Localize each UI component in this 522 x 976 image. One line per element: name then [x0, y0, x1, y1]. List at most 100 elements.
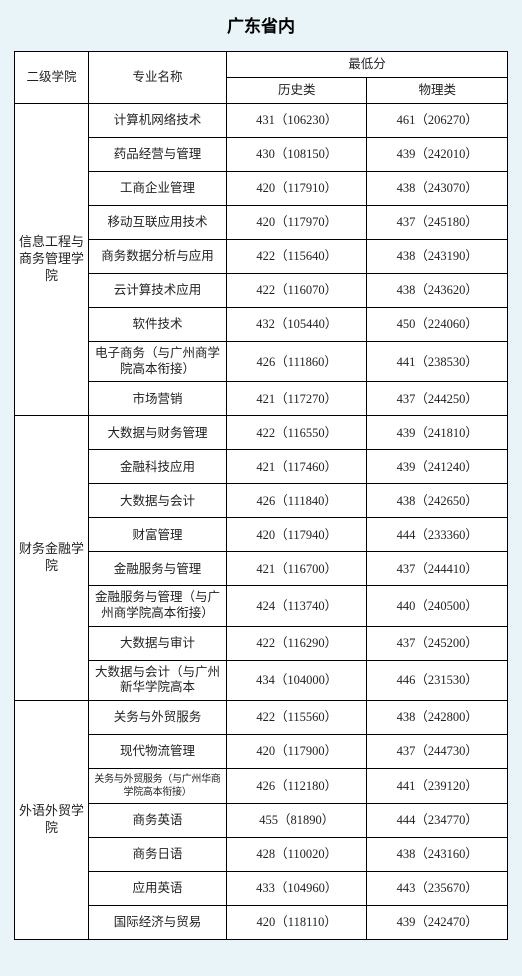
physics-score: 439（242010）	[367, 138, 508, 172]
dept-cell: 财务金融学院	[15, 416, 89, 701]
physics-score: 437（244410）	[367, 552, 508, 586]
major-cell: 金融科技应用	[88, 450, 226, 484]
physics-score: 438（242650）	[367, 484, 508, 518]
major-cell: 大数据与审计	[88, 626, 226, 660]
table-row: 云计算技术应用422（116070）438（243620）	[15, 274, 508, 308]
table-row: 关务与外贸服务（与广州华商学院高本衔接）426（112180）441（23912…	[15, 768, 508, 803]
table-row: 药品经营与管理430（108150）439（242010）	[15, 138, 508, 172]
physics-score: 441（239120）	[367, 768, 508, 803]
table-row: 应用英语433（104960）443（235670）	[15, 871, 508, 905]
table-row: 外语外贸学院关务与外贸服务422（115560）438（242800）	[15, 700, 508, 734]
physics-score: 437（245200）	[367, 626, 508, 660]
major-cell: 商务数据分析与应用	[88, 240, 226, 274]
table-row: 现代物流管理420（117900）437（244730）	[15, 734, 508, 768]
physics-score: 444（233360）	[367, 518, 508, 552]
table-row: 金融服务与管理421（116700）437（244410）	[15, 552, 508, 586]
major-cell: 工商企业管理	[88, 172, 226, 206]
physics-score: 437（244250）	[367, 382, 508, 416]
table-row: 工商企业管理420（117910）438（243070）	[15, 172, 508, 206]
history-score: 432（105440）	[226, 308, 367, 342]
history-score: 421（116700）	[226, 552, 367, 586]
score-table: 二级学院 专业名称 最低分 历史类 物理类 信息工程与商务管理学院计算机网络技术…	[14, 51, 508, 940]
history-score: 422（115560）	[226, 700, 367, 734]
dept-cell: 信息工程与商务管理学院	[15, 104, 89, 416]
header-history: 历史类	[226, 78, 367, 104]
header-major: 专业名称	[88, 52, 226, 104]
physics-score: 450（224060）	[367, 308, 508, 342]
header-score-group: 最低分	[226, 52, 507, 78]
physics-score: 444（234770）	[367, 803, 508, 837]
physics-score: 438（243620）	[367, 274, 508, 308]
table-row: 商务数据分析与应用422（115640）438（243190）	[15, 240, 508, 274]
physics-score: 446（231530）	[367, 660, 508, 700]
major-cell: 移动互联应用技术	[88, 206, 226, 240]
history-score: 422（115640）	[226, 240, 367, 274]
physics-score: 441（238530）	[367, 342, 508, 382]
physics-score: 439（241810）	[367, 416, 508, 450]
history-score: 420（117970）	[226, 206, 367, 240]
table-row: 财富管理420（117940）444（233360）	[15, 518, 508, 552]
history-score: 426（111860）	[226, 342, 367, 382]
history-score: 426（112180）	[226, 768, 367, 803]
history-score: 424（113740）	[226, 586, 367, 626]
physics-score: 439（241240）	[367, 450, 508, 484]
history-score: 422（116290）	[226, 626, 367, 660]
physics-score: 443（235670）	[367, 871, 508, 905]
history-score: 420（118110）	[226, 905, 367, 939]
physics-score: 461（206270）	[367, 104, 508, 138]
major-cell: 市场营销	[88, 382, 226, 416]
major-cell: 商务日语	[88, 837, 226, 871]
header-physics: 物理类	[367, 78, 508, 104]
major-cell: 财富管理	[88, 518, 226, 552]
major-cell: 计算机网络技术	[88, 104, 226, 138]
major-cell: 软件技术	[88, 308, 226, 342]
major-cell: 电子商务（与广州商学院高本衔接）	[88, 342, 226, 382]
table-row: 软件技术432（105440）450（224060）	[15, 308, 508, 342]
physics-score: 438（242800）	[367, 700, 508, 734]
table-row: 商务日语428（110020）438（243160）	[15, 837, 508, 871]
history-score: 430（108150）	[226, 138, 367, 172]
table-row: 大数据与会计426（111840）438（242650）	[15, 484, 508, 518]
major-cell: 现代物流管理	[88, 734, 226, 768]
header-dept: 二级学院	[15, 52, 89, 104]
major-cell: 云计算技术应用	[88, 274, 226, 308]
page-title: 广东省内	[14, 12, 508, 37]
history-score: 426（111840）	[226, 484, 367, 518]
history-score: 428（110020）	[226, 837, 367, 871]
table-row: 大数据与会计（与广州新华学院高本434（104000）446（231530）	[15, 660, 508, 700]
physics-score: 438（243070）	[367, 172, 508, 206]
table-row: 信息工程与商务管理学院计算机网络技术431（106230）461（206270）	[15, 104, 508, 138]
major-cell: 大数据与会计（与广州新华学院高本	[88, 660, 226, 700]
major-cell: 关务与外贸服务（与广州华商学院高本衔接）	[88, 768, 226, 803]
major-cell: 药品经营与管理	[88, 138, 226, 172]
history-score: 421（117270）	[226, 382, 367, 416]
history-score: 422（116070）	[226, 274, 367, 308]
history-score: 421（117460）	[226, 450, 367, 484]
physics-score: 438（243160）	[367, 837, 508, 871]
dept-cell: 外语外贸学院	[15, 700, 89, 939]
physics-score: 437（245180）	[367, 206, 508, 240]
major-cell: 应用英语	[88, 871, 226, 905]
history-score: 455（81890）	[226, 803, 367, 837]
table-row: 金融科技应用421（117460）439（241240）	[15, 450, 508, 484]
major-cell: 金融服务与管理（与广州商学院高本衔接）	[88, 586, 226, 626]
major-cell: 商务英语	[88, 803, 226, 837]
history-score: 420（117900）	[226, 734, 367, 768]
history-score: 420（117940）	[226, 518, 367, 552]
major-cell: 关务与外贸服务	[88, 700, 226, 734]
table-row: 国际经济与贸易420（118110）439（242470）	[15, 905, 508, 939]
major-cell: 国际经济与贸易	[88, 905, 226, 939]
table-row: 移动互联应用技术420（117970）437（245180）	[15, 206, 508, 240]
major-cell: 大数据与会计	[88, 484, 226, 518]
physics-score: 440（240500）	[367, 586, 508, 626]
history-score: 433（104960）	[226, 871, 367, 905]
table-row: 电子商务（与广州商学院高本衔接）426（111860）441（238530）	[15, 342, 508, 382]
history-score: 420（117910）	[226, 172, 367, 206]
table-row: 市场营销421（117270）437（244250）	[15, 382, 508, 416]
table-row: 大数据与审计422（116290）437（245200）	[15, 626, 508, 660]
history-score: 422（116550）	[226, 416, 367, 450]
physics-score: 439（242470）	[367, 905, 508, 939]
table-row: 商务英语455（81890）444（234770）	[15, 803, 508, 837]
history-score: 434（104000）	[226, 660, 367, 700]
table-row: 金融服务与管理（与广州商学院高本衔接）424（113740）440（240500…	[15, 586, 508, 626]
